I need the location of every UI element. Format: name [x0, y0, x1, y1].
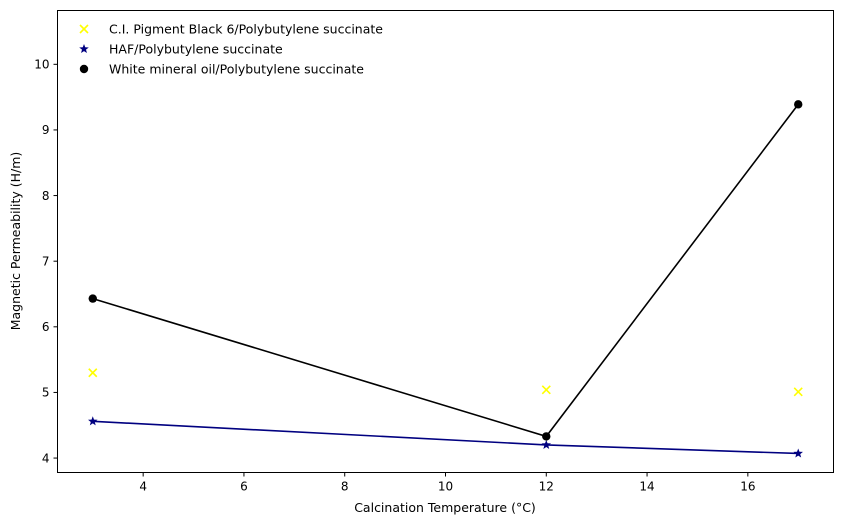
x-axis-label: Calcination Temperature (°C)	[354, 500, 536, 515]
data-point-series-1	[88, 368, 98, 378]
data-point-series-2	[541, 439, 552, 449]
legend: C.I. Pigment Black 6/Polybutylene succin…	[79, 22, 383, 77]
data-point-series-1	[541, 385, 551, 395]
legend-label-1: C.I. Pigment Black 6/Polybutylene succin…	[109, 22, 383, 37]
y-axis-ticks: 4 5 6 7 8 9 10	[34, 58, 58, 465]
x-tick-label: 10	[438, 480, 453, 494]
x-tick-label: 12	[539, 480, 554, 494]
data-point-series-2	[793, 448, 803, 458]
x-tick-label: 4	[139, 480, 147, 494]
x-tick-label: 8	[341, 480, 349, 494]
y-tick-label: 8	[42, 189, 50, 203]
x-tick-label: 14	[639, 480, 654, 494]
legend-label-3: White mineral oil/Polybutylene succinate	[109, 62, 364, 77]
series-markers	[88, 100, 803, 458]
data-point-series-3	[794, 100, 803, 109]
y-tick-label: 6	[42, 320, 50, 334]
x-axis-ticks: 4 6 8 10 12 14 16	[139, 472, 755, 494]
y-axis-label: Magnetic Permeability (H/m)	[8, 152, 23, 331]
x-tick-label: 6	[240, 480, 248, 494]
legend-label-2: HAF/Polybutylene succinate	[109, 42, 283, 57]
legend-marker-3	[79, 64, 89, 74]
data-point-series-1	[793, 387, 803, 397]
legend-marker-2	[79, 44, 89, 54]
legend-marker-1	[79, 24, 89, 34]
x-tick-label: 16	[740, 480, 755, 494]
y-tick-label: 9	[42, 123, 50, 137]
y-tick-label: 7	[42, 254, 50, 268]
data-point-series-3	[542, 432, 551, 441]
y-tick-label: 10	[34, 58, 49, 72]
plot-area	[57, 10, 834, 473]
y-tick-label: 5	[42, 386, 50, 400]
data-point-series-2	[88, 416, 98, 426]
data-point-series-3	[88, 294, 97, 303]
y-tick-label: 4	[42, 451, 50, 465]
